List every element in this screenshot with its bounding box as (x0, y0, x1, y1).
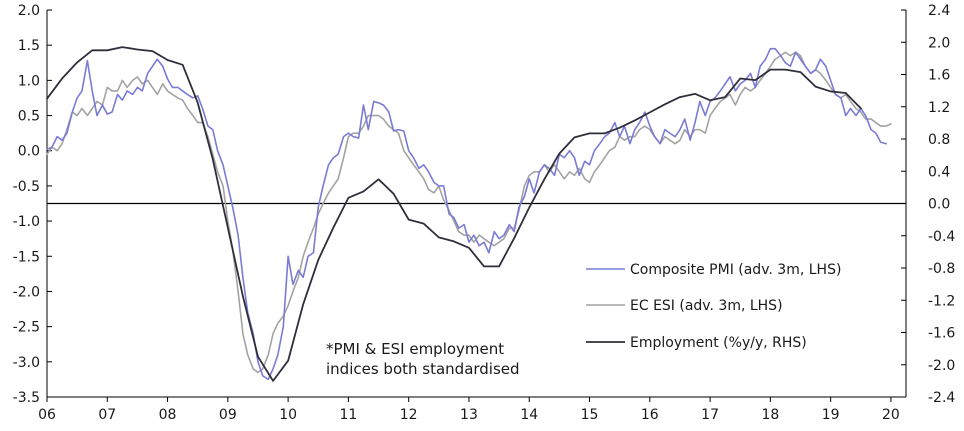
left-tick-label: -3.5 (13, 390, 40, 406)
x-axis: 06 07 08 09 10 11 12 13 14 15 16 17 18 19 20 (38, 397, 900, 423)
left-tick-label: -1.0 (13, 214, 40, 230)
left-tick-label: 1.5 (18, 38, 40, 54)
left-tick-label: -1.5 (13, 249, 40, 265)
right-tick-label: 1.2 (928, 100, 950, 116)
x-tick-label: 16 (641, 407, 659, 423)
x-tick-label: 18 (761, 407, 779, 423)
x-tick-label: 08 (159, 407, 177, 423)
right-tick-label: -0.8 (928, 261, 955, 277)
x-tick-label: 10 (279, 407, 297, 423)
x-tick-label: 06 (38, 407, 56, 423)
x-tick-label: 14 (520, 407, 538, 423)
right-tick-label: -1.2 (928, 293, 955, 309)
right-tick-label: 1.6 (928, 68, 950, 84)
legend-label-pmi: Composite PMI (adv. 3m, LHS) (630, 262, 841, 278)
note-line-2: indices both standardised (326, 360, 520, 378)
left-tick-label: 0.5 (18, 109, 40, 125)
left-y-axis: 2.0 1.5 1.0 0.5 0.0 -0.5 -1.0 -1.5 -2.0 -2.5 -3.0 -… (13, 3, 52, 406)
right-tick-label: 0.8 (928, 132, 950, 148)
right-tick-label: -1.6 (928, 326, 955, 342)
right-y-axis: 2.4 2.0 1.6 1.2 0.8 0.4 0.0 -0.4 -0.8 -1.2 -1.6 -2.… (901, 3, 955, 406)
note-line-1: *PMI & ESI employment (326, 340, 504, 358)
legend-label-esi: EC ESI (adv. 3m, LHS) (630, 298, 783, 314)
x-tick-label: 09 (219, 407, 237, 423)
right-tick-label: -2.4 (928, 390, 955, 406)
x-tick-label: 17 (701, 407, 719, 423)
left-tick-label: -2.5 (13, 320, 40, 336)
right-tick-label: -0.4 (928, 229, 955, 245)
right-tick-label: 2.4 (928, 3, 950, 19)
left-tick-label: -0.5 (13, 179, 40, 195)
right-tick-label: -2.0 (928, 358, 955, 374)
x-tick-label: 11 (339, 407, 357, 423)
left-tick-label: 1.0 (18, 73, 40, 89)
left-tick-label: -2.0 (13, 284, 40, 300)
series-layer (46, 46, 892, 382)
x-tick-label: 07 (98, 407, 116, 423)
left-tick-label: 2.0 (18, 3, 40, 19)
chart-note: *PMI & ESI employment indices both stand… (326, 340, 520, 378)
series-line-pmi (46, 47, 887, 381)
series-line-emp (46, 46, 862, 382)
x-tick-label: 20 (882, 407, 900, 423)
legend-label-emp: Employment (%y/y, RHS) (630, 335, 807, 351)
x-tick-label: 15 (581, 407, 599, 423)
left-tick-label: -3.0 (13, 355, 40, 371)
x-tick-label: 19 (822, 407, 840, 423)
right-tick-label: 0.0 (928, 197, 950, 213)
right-tick-label: 0.4 (928, 164, 950, 180)
x-tick-label: 13 (460, 407, 478, 423)
left-tick-label: 0.0 (18, 144, 40, 160)
right-tick-label: 2.0 (928, 35, 950, 51)
series-line-esi (46, 51, 892, 374)
x-tick-label: 12 (400, 407, 418, 423)
legend: Composite PMI (adv. 3m, LHS) EC ESI (adv… (586, 262, 841, 351)
